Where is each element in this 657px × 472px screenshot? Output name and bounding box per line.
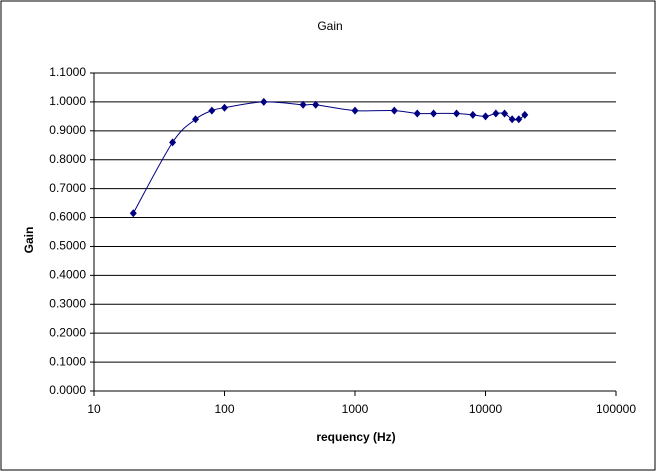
- x-tick-label: 1000: [342, 402, 369, 416]
- marker: [430, 109, 438, 118]
- x-tick-label: 100: [214, 402, 234, 416]
- marker: [469, 110, 477, 119]
- marker: [208, 106, 216, 115]
- y-tick-label: 1.1000: [49, 65, 86, 79]
- y-tick-label: 0.3000: [49, 296, 86, 310]
- marker: [413, 109, 421, 118]
- marker: [312, 100, 320, 109]
- y-tick-label: 0.2000: [49, 325, 86, 339]
- y-tick-label: 0.5000: [49, 239, 86, 253]
- marker: [260, 97, 268, 106]
- marker: [351, 106, 359, 115]
- marker: [492, 109, 500, 118]
- marker: [453, 109, 461, 118]
- x-tick-label: 100000: [596, 402, 636, 416]
- x-tick-label: 10: [87, 402, 101, 416]
- x-axis-label: requency (Hz): [316, 430, 395, 444]
- y-tick-label: 0.6000: [49, 210, 86, 224]
- y-axis-label: Gain: [22, 227, 36, 254]
- marker: [521, 110, 529, 119]
- y-tick-label: 0.1000: [49, 354, 86, 368]
- chart-title: Gain: [317, 19, 342, 33]
- marker: [508, 115, 516, 124]
- marker: [169, 138, 177, 147]
- marker: [501, 109, 509, 118]
- marker: [129, 209, 137, 218]
- x-tick-label: 10000: [469, 402, 503, 416]
- y-tick-label: 0.9000: [49, 123, 86, 137]
- y-tick-label: 0.4000: [49, 268, 86, 282]
- marker: [192, 115, 200, 124]
- y-tick-label: 0.8000: [49, 152, 86, 166]
- y-tick-label: 0.0000: [49, 383, 86, 397]
- marker: [221, 103, 228, 112]
- y-tick-label: 0.7000: [49, 181, 86, 195]
- marker: [482, 112, 489, 121]
- marker: [299, 100, 307, 109]
- marker: [515, 115, 523, 124]
- y-tick-label: 1.0000: [49, 94, 86, 108]
- marker: [390, 106, 398, 115]
